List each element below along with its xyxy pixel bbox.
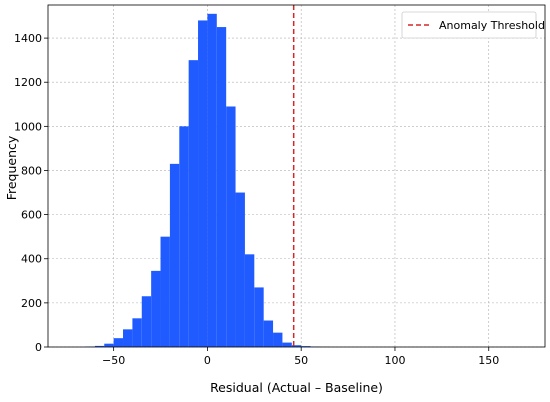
histogram-bar (291, 345, 302, 347)
histogram-bar (141, 296, 152, 347)
histogram-bar (198, 20, 208, 348)
histogram-bar (169, 163, 180, 347)
histogram-bar (151, 270, 161, 347)
histogram-bar (94, 345, 105, 347)
x-tick-label: 100 (384, 354, 405, 367)
x-tick-label: −50 (102, 354, 125, 367)
y-tick-label: 1200 (14, 76, 42, 89)
x-axis-ticks: −50 0 50 100 150 (102, 347, 499, 367)
histogram-bar (273, 332, 283, 347)
histogram-bar (160, 236, 170, 347)
histogram-bar (188, 60, 199, 348)
legend: Anomaly Threshold (401, 11, 545, 39)
y-tick-label: 1400 (14, 32, 42, 45)
y-tick-label: 1000 (14, 120, 42, 133)
y-tick-label: 200 (21, 297, 42, 310)
grid-lines (48, 5, 545, 348)
histogram-bar (207, 13, 217, 348)
legend-label-threshold: Anomaly Threshold (439, 19, 545, 32)
x-tick-label: 0 (204, 354, 211, 367)
histogram-bars (85, 13, 330, 348)
x-axis-label: Residual (Actual – Baseline) (210, 380, 383, 395)
y-tick-label: 600 (21, 209, 42, 222)
histogram-bar (104, 343, 114, 347)
x-tick-label: 50 (294, 354, 308, 367)
histogram-bar (235, 192, 245, 347)
histogram-bar (123, 329, 133, 347)
y-tick-label: 400 (21, 253, 42, 266)
histogram-bar (226, 106, 236, 348)
y-axis-label: Frequency (4, 135, 19, 200)
histogram-bar (179, 126, 189, 348)
histogram-bar (132, 318, 142, 347)
x-tick-label: 150 (478, 354, 499, 367)
histogram-bar (301, 346, 311, 347)
y-tick-label: 0 (35, 341, 42, 354)
histogram-bar (216, 27, 227, 348)
histogram-bar (282, 342, 292, 347)
legend-box (401, 11, 537, 39)
y-tick-label: 800 (21, 164, 42, 177)
plot-frame (47, 4, 546, 348)
y-axis-ticks: 0 200 400 600 800 1000 1200 1400 (14, 32, 48, 354)
histogram-bar (113, 338, 124, 347)
histogram-bar (254, 287, 264, 347)
histogram-bar (263, 320, 274, 347)
histogram-bar (244, 254, 255, 347)
